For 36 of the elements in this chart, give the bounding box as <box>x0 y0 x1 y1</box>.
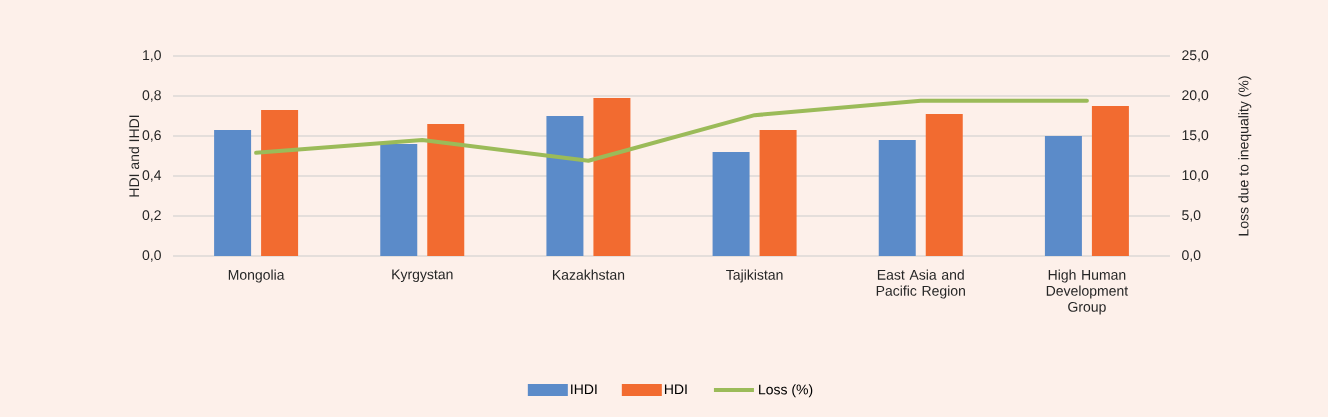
x-tick-label: Kazakhstan <box>552 269 625 280</box>
y2-axis-title: Loss due to inequality (%) <box>1238 76 1252 236</box>
line-series <box>254 98 1089 163</box>
y2-tick-label: 0,0 <box>1182 250 1201 262</box>
x-tick-label: High Human Development Group <box>1046 269 1129 315</box>
y2-tick-label: 25,0 <box>1182 50 1209 62</box>
bar <box>427 123 465 256</box>
bar <box>1044 135 1082 256</box>
y-tick-label: 0,6 <box>142 130 161 142</box>
y2-tick-label: 15,0 <box>1182 130 1209 142</box>
bar <box>878 139 916 256</box>
y-tick-label: 0,4 <box>142 170 162 182</box>
y2-tick-label: 20,0 <box>1182 90 1209 102</box>
bar <box>1091 105 1129 256</box>
y-tick-label: 0,0 <box>142 250 161 262</box>
x-tick-label: Mongolia <box>228 269 285 283</box>
y-tick-label: 0,8 <box>142 90 161 102</box>
legend-label: Loss (%) <box>759 384 813 398</box>
y2-tick-label: 10,0 <box>1182 170 1209 182</box>
y-tick-label: 0,2 <box>142 210 161 222</box>
legend-label: IHDI <box>571 384 597 395</box>
x-tick-label: East Asia and Pacific Region <box>876 269 965 299</box>
bar <box>380 143 418 256</box>
y-axis-title: HDI and IHDI <box>128 115 140 197</box>
bar <box>593 97 631 256</box>
bar <box>925 113 963 256</box>
bar <box>261 109 299 256</box>
bar <box>712 151 750 256</box>
x-tick-label: Kyrgystan <box>392 269 453 283</box>
legend-label: HDI <box>664 384 687 395</box>
y-tick-label: 1,0 <box>143 50 161 62</box>
bar <box>546 115 584 256</box>
bar <box>214 129 252 256</box>
x-tick-label: Tajikistan <box>726 269 783 283</box>
y2-tick-label: 5,0 <box>1182 210 1201 222</box>
bar <box>759 129 797 256</box>
